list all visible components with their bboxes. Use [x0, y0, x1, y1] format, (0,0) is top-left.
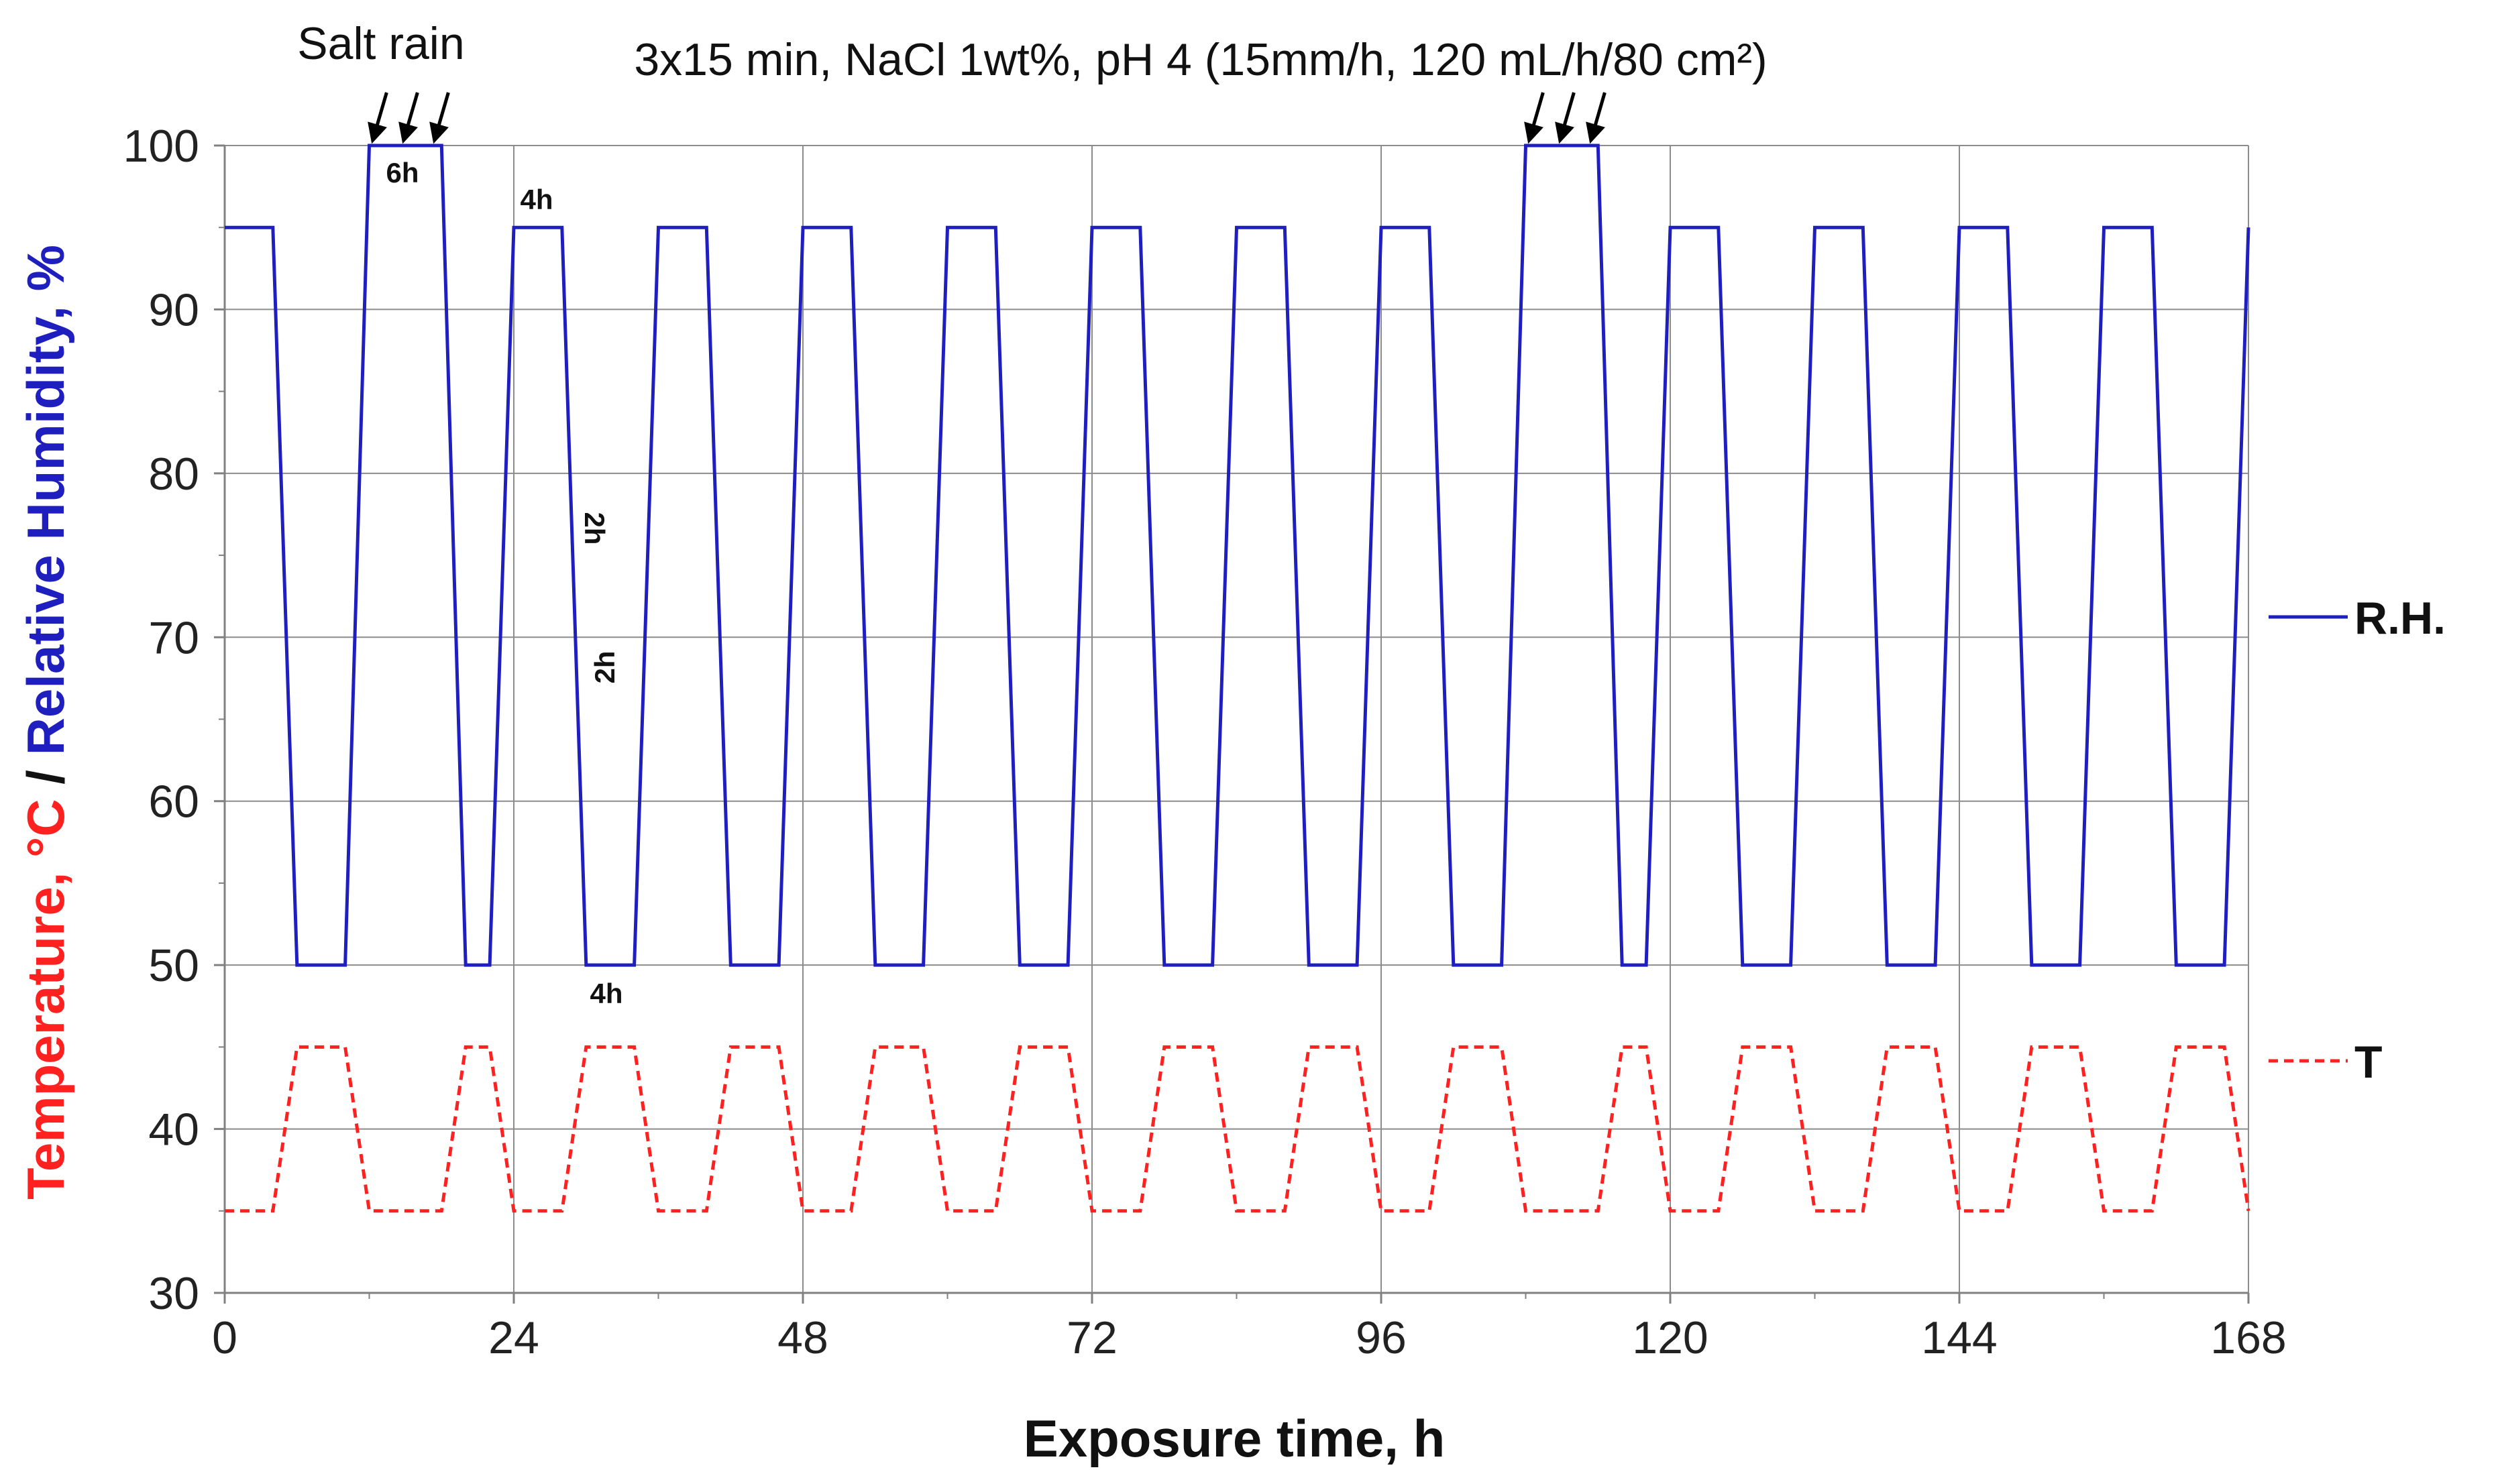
x-tick-label: 24 — [488, 1312, 539, 1363]
salt-rain-arrow — [398, 92, 419, 144]
duration-4h-bottom-label: 4h — [590, 978, 622, 1009]
duration-6h-label: 6h — [386, 157, 419, 188]
salt-rain-arrow — [429, 92, 450, 144]
y-axis-title-humidity: Relative Humidity, % — [16, 245, 75, 755]
x-tick-label: 96 — [1356, 1312, 1407, 1363]
axis-layer: 30 40 50 60 70 80 90 100 0 24 48 72 96 120 144 168 — [123, 121, 2287, 1363]
y-axis-title-temperature: Temperature, °C — [16, 799, 75, 1200]
y-tick-label: 40 — [148, 1104, 199, 1155]
salt-rain-arrow — [368, 92, 388, 144]
x-tick-label: 144 — [1921, 1312, 1997, 1363]
y-tick-label: 90 — [148, 284, 199, 335]
annotation-layer — [368, 92, 1607, 144]
x-tick-label: 0 — [212, 1312, 237, 1363]
duration-4h-top-label: 4h — [520, 184, 553, 215]
y-tick-label: 100 — [123, 121, 199, 172]
duration-2h-up-label: 2h — [589, 650, 620, 683]
x-axis-title: Exposure time, h — [1024, 1409, 1446, 1468]
x-tick-label: 168 — [2210, 1312, 2286, 1363]
y-tick-label: 80 — [148, 449, 199, 500]
y-axis-title-separator: / — [16, 755, 75, 799]
legend: R.H. T — [2269, 593, 2446, 1088]
series-layer — [225, 144, 2250, 1213]
legend-rh-label: R.H. — [2354, 593, 2446, 644]
salt-rain-arrow — [1555, 92, 1576, 144]
conditions-label: 3x15 min, NaCl 1wt%, pH 4 (15mm/h, 120 m… — [634, 34, 1767, 85]
temperature-series-line — [225, 1045, 2250, 1213]
salt-rain-arrow — [1586, 92, 1607, 144]
salt-rain-label: Salt rain — [297, 18, 464, 69]
y-tick-label: 50 — [148, 940, 199, 991]
x-tick-label: 72 — [1067, 1312, 1118, 1363]
y-axis-title: Temperature, °C / Relative Humidity, % — [16, 245, 75, 1200]
rh-series-line — [225, 144, 2250, 967]
x-tick-label: 48 — [777, 1312, 828, 1363]
grid-layer — [224, 145, 2249, 1294]
legend-t-label: T — [2354, 1037, 2383, 1088]
y-tick-label: 60 — [148, 777, 199, 827]
y-tick-label: 70 — [148, 612, 199, 663]
salt-rain-arrow — [1524, 92, 1545, 144]
duration-2h-down-label: 2h — [579, 512, 610, 545]
x-tick-label: 120 — [1632, 1312, 1708, 1363]
y-tick-label: 30 — [148, 1268, 199, 1319]
